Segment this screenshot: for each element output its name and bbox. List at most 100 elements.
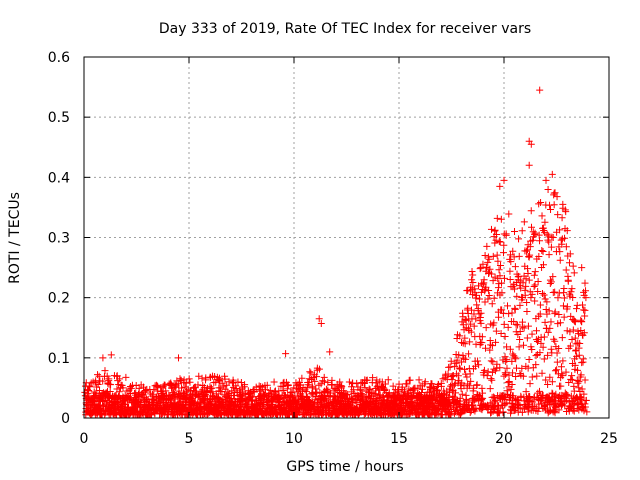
data-point bbox=[509, 369, 517, 377]
data-point bbox=[471, 362, 479, 370]
outlier-point bbox=[477, 264, 485, 272]
data-point bbox=[485, 286, 493, 294]
data-point bbox=[501, 333, 509, 341]
data-point bbox=[500, 320, 508, 328]
data-point bbox=[267, 397, 275, 405]
data-point bbox=[497, 330, 505, 338]
data-point bbox=[564, 276, 572, 284]
data-point bbox=[338, 383, 346, 391]
data-point bbox=[429, 394, 437, 402]
data-point bbox=[473, 301, 481, 309]
x-tick-label: 10 bbox=[285, 431, 303, 447]
data-point bbox=[522, 282, 530, 290]
data-point bbox=[534, 287, 542, 295]
data-point bbox=[482, 324, 490, 332]
data-point bbox=[567, 375, 575, 383]
data-point bbox=[569, 326, 577, 334]
data-point bbox=[491, 398, 499, 406]
data-point bbox=[206, 400, 214, 408]
data-point bbox=[520, 324, 528, 332]
data-point bbox=[132, 381, 140, 389]
data-point bbox=[542, 305, 550, 313]
data-point bbox=[546, 276, 554, 284]
data-point bbox=[445, 409, 453, 417]
data-point bbox=[575, 344, 583, 352]
data-point bbox=[561, 234, 569, 242]
data-point bbox=[105, 393, 113, 401]
data-point bbox=[485, 292, 493, 300]
data-point bbox=[95, 405, 103, 413]
data-point bbox=[505, 310, 513, 318]
data-point bbox=[465, 382, 473, 390]
data-point bbox=[358, 392, 366, 400]
data-point bbox=[488, 270, 496, 278]
data-point bbox=[461, 365, 469, 373]
data-point bbox=[547, 278, 555, 286]
data-point bbox=[516, 402, 524, 410]
data-point bbox=[123, 396, 131, 404]
x-axis-label: GPS time / hours bbox=[286, 459, 403, 475]
outlier-point bbox=[175, 354, 182, 362]
data-point bbox=[575, 384, 583, 392]
data-point bbox=[111, 404, 119, 412]
data-point bbox=[437, 382, 445, 390]
data-point bbox=[178, 384, 186, 392]
data-point bbox=[503, 356, 511, 364]
data-point bbox=[261, 386, 269, 394]
data-point bbox=[531, 229, 539, 237]
data-point bbox=[574, 379, 582, 387]
data-point bbox=[313, 402, 321, 410]
data-point bbox=[483, 372, 491, 380]
data-point bbox=[560, 294, 568, 302]
data-point bbox=[421, 378, 429, 386]
data-point bbox=[477, 319, 485, 327]
data-point bbox=[232, 384, 240, 392]
data-point bbox=[462, 355, 470, 363]
data-point bbox=[541, 402, 549, 410]
data-point bbox=[372, 404, 380, 412]
data-point bbox=[466, 320, 474, 328]
data-point bbox=[366, 386, 374, 394]
data-point bbox=[551, 189, 559, 197]
data-point bbox=[522, 275, 530, 283]
data-point bbox=[579, 301, 587, 309]
data-point bbox=[461, 316, 469, 324]
data-point bbox=[528, 330, 536, 338]
data-point bbox=[287, 400, 295, 408]
data-point bbox=[505, 371, 513, 379]
outlier-point bbox=[282, 350, 290, 358]
data-point bbox=[224, 391, 232, 399]
data-point bbox=[480, 276, 488, 284]
data-point bbox=[523, 298, 531, 306]
data-point bbox=[560, 313, 568, 321]
data-point bbox=[481, 298, 489, 306]
data-point bbox=[139, 404, 147, 412]
data-point bbox=[504, 323, 512, 331]
data-point bbox=[458, 390, 466, 398]
data-point bbox=[108, 400, 116, 408]
data-point bbox=[512, 320, 520, 328]
data-point bbox=[105, 401, 113, 409]
data-point bbox=[575, 351, 583, 359]
data-point bbox=[573, 305, 581, 313]
data-point bbox=[182, 394, 190, 402]
data-point bbox=[558, 370, 566, 378]
data-point bbox=[540, 355, 548, 363]
data-point bbox=[428, 380, 436, 388]
data-point bbox=[275, 403, 283, 411]
data-point bbox=[162, 387, 170, 395]
data-point bbox=[544, 328, 552, 336]
data-point bbox=[475, 361, 483, 369]
outlier-point bbox=[315, 315, 323, 323]
data-point bbox=[487, 225, 495, 233]
data-point bbox=[472, 405, 480, 413]
data-point bbox=[520, 341, 528, 349]
data-point bbox=[403, 380, 411, 388]
data-point bbox=[152, 381, 160, 389]
data-point bbox=[562, 368, 570, 376]
data-point bbox=[558, 214, 566, 222]
outlier-point bbox=[511, 227, 518, 235]
data-point bbox=[131, 391, 139, 399]
data-point bbox=[544, 351, 552, 359]
data-point bbox=[458, 406, 466, 414]
